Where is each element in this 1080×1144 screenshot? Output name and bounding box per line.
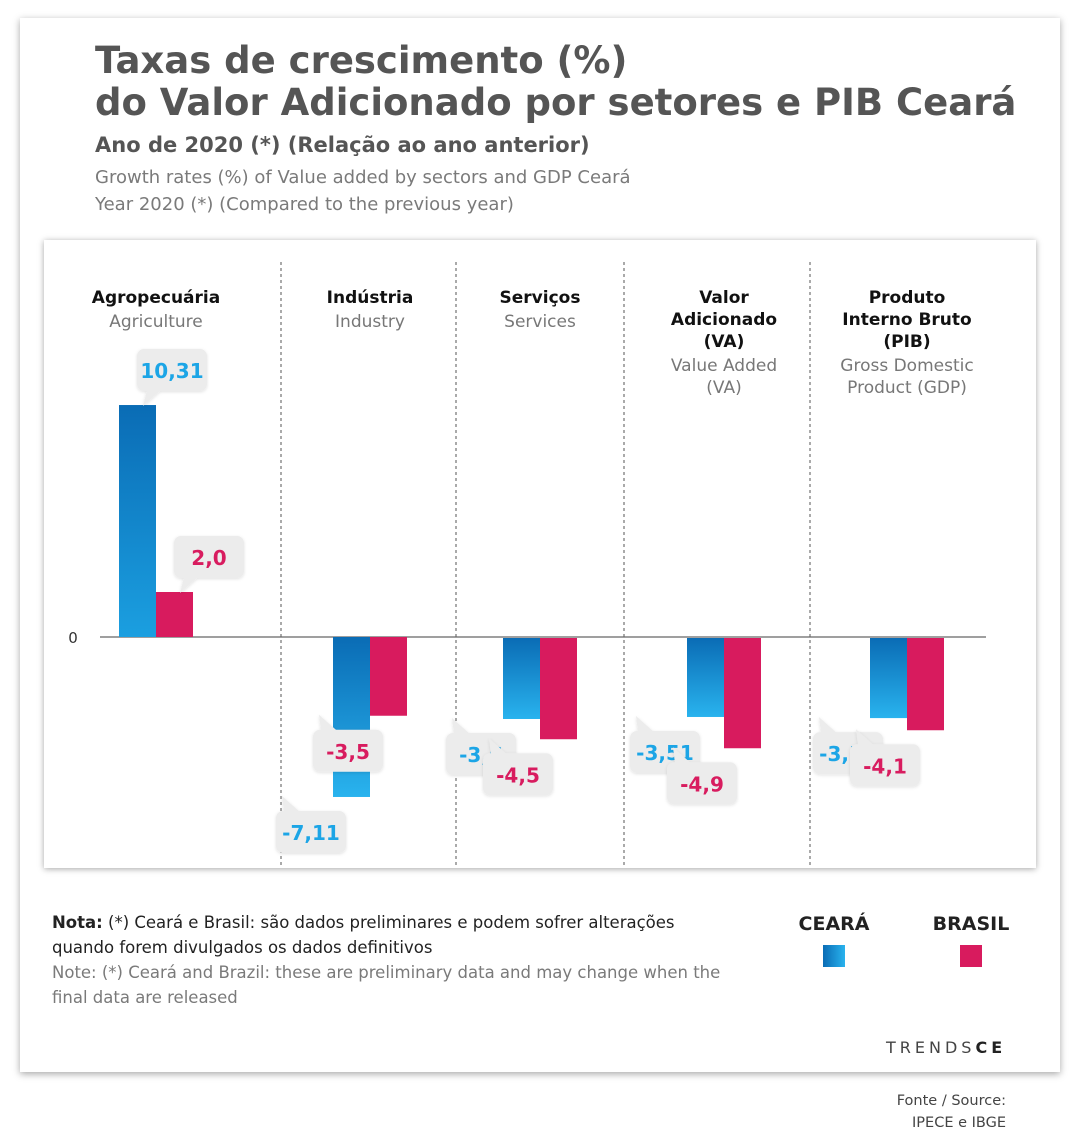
data-label-ceara-3-tail (452, 718, 470, 734)
bar-ceara-2 (333, 637, 370, 797)
category-label-5-pt-1: Produto (869, 288, 946, 308)
data-label-ceara-2-tail (282, 795, 300, 812)
category-label-5-en-1: Gross Domestic (840, 356, 973, 376)
bar-brasil-2 (370, 637, 407, 716)
data-label-brasil-1-text: 2,0 (191, 546, 226, 570)
data-label-brasil-3: -4,5 (483, 738, 553, 796)
data-label-brasil-5-tail (856, 729, 874, 746)
legend-brasil-label: BRASIL (932, 913, 1010, 935)
data-label-brasil-5-shape (850, 744, 920, 787)
data-label-ceara-1-text: 10,31 (140, 359, 203, 383)
data-label-brasil-1-shape (174, 536, 244, 578)
data-label-ceara-4-tail (636, 715, 654, 732)
category-label-4-pt-3: (VA) (704, 332, 745, 352)
title-line-1: Taxas de crescimento (%) (95, 39, 628, 82)
data-label-brasil-3-tail (489, 738, 507, 755)
note: Nota: (*) Ceará e Brasil: são dados prel… (52, 910, 732, 1010)
category-label-5-en-2: Product (GDP) (847, 378, 967, 398)
legend-ceara-label: CEARÁ (798, 913, 870, 935)
brand-prefix: TRENDS (886, 1038, 976, 1057)
note-label: Nota: (52, 913, 103, 932)
english-subtitle-line-2: Year 2020 (*) (Compared to the previous … (95, 194, 514, 215)
data-label-brasil-2-tail (319, 714, 337, 731)
data-label-brasil-4-shape (667, 762, 737, 805)
note-pt: Nota: (*) Ceará e Brasil: são dados prel… (52, 910, 732, 960)
note-en: Note: (*) Ceará and Brazil: these are pr… (52, 963, 721, 1007)
source-line-2: IPECE e IBGE (912, 1115, 1006, 1131)
chart-panel: Agropecuária Agriculture Indústria Industry… (44, 240, 1036, 868)
source: Fonte / Source: IPECE e IBGE (897, 1090, 1006, 1134)
data-label-brasil-5-text: -4,1 (863, 754, 907, 778)
data-label-brasil-3-shape (483, 753, 553, 796)
category-label-5-pt-3: (PIB) (883, 332, 930, 352)
data-label-brasil-4-text: -4,9 (680, 772, 724, 796)
category-label-4-en-2: (VA) (706, 378, 741, 398)
category-label-1-pt-1: Agropecuária (92, 288, 220, 308)
data-label-brasil-1-tail (180, 577, 198, 593)
category-label-4-pt-1: Valor (699, 288, 749, 308)
data-label-brasil-5: -4,1 (850, 729, 920, 787)
category-label-4-en-1: Value Added (671, 356, 777, 376)
data-label-ceara-2-shape (276, 810, 346, 853)
data-label-ceara-1: 10,31 (137, 349, 207, 407)
data-label-brasil-4: -4,9 (667, 747, 737, 805)
category-label-3-pt-1: Serviços (500, 288, 581, 308)
brand-suffix: CE (975, 1038, 1007, 1057)
data-label-brasil-3-text: -4,5 (496, 763, 540, 787)
category-label-2-en-1: Industry (335, 312, 405, 332)
bar-ceara-5 (870, 638, 907, 719)
data-label-brasil-4-tail (673, 747, 691, 764)
source-line-1: Fonte / Source: (896, 1093, 1006, 1109)
bar-ceara-3 (503, 638, 540, 719)
bar-brasil-1 (156, 592, 193, 637)
legend-ceara-swatch (823, 945, 845, 967)
category-label-2-pt-1: Indústria (327, 288, 414, 308)
zero-tick-label: 0 (68, 629, 78, 647)
brand-logo: TRENDSCE (886, 1038, 1006, 1057)
data-label-ceara-1-shape (137, 349, 207, 392)
english-subtitle-line-1: Growth rates (%) of Value added by secto… (95, 167, 631, 188)
category-label-5-pt-2: Interno Bruto (842, 310, 971, 330)
bar-brasil-4 (724, 638, 761, 749)
bar-brasil-5 (907, 638, 944, 731)
category-label-1-en-1: Agriculture (109, 312, 203, 332)
data-label-ceara-2-text: -7,11 (282, 821, 340, 845)
data-label-brasil-1: 2,0 (174, 536, 244, 593)
subtitle: Ano de 2020 (*) (Relação ao ano anterior… (95, 133, 590, 157)
data-label-ceara-1-tail (143, 390, 161, 407)
bar-chart: Agropecuária Agriculture Indústria Industry… (68, 262, 986, 868)
bar-brasil-3 (540, 638, 577, 740)
note-pt-text: (*) Ceará e Brasil: são dados preliminar… (52, 913, 675, 957)
legend-brasil: BRASIL (925, 913, 1017, 967)
legend-brasil-swatch (960, 945, 982, 967)
bar-ceara-4 (687, 638, 724, 717)
page-title: Taxas de crescimento (%) do Valor Adicio… (95, 40, 1016, 124)
data-label-brasil-2: -3,5 (313, 714, 383, 772)
category-label-4-pt-2: Adicionado (671, 310, 777, 330)
data-label-ceara-5-tail (819, 717, 837, 734)
legend-ceara: CEARÁ (794, 913, 874, 967)
category-label-3-en-1: Services (504, 312, 576, 332)
english-subtitle: Growth rates (%) of Value added by secto… (95, 164, 631, 218)
data-label-brasil-2-text: -3,5 (326, 740, 370, 764)
bar-ceara-1 (119, 405, 156, 637)
data-label-brasil-2-shape (313, 729, 383, 772)
data-label-ceara-2: -7,11 (276, 795, 346, 853)
title-line-2: do Valor Adicionado por setores e PIB Ce… (95, 81, 1017, 124)
